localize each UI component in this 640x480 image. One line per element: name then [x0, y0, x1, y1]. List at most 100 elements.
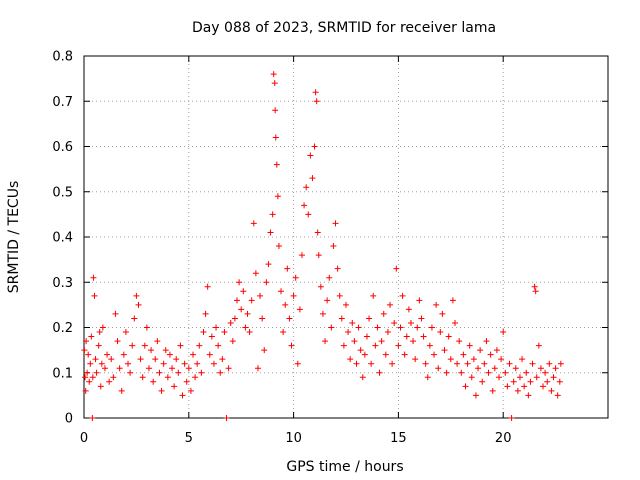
data-point: [496, 374, 503, 381]
data-point: [311, 143, 318, 150]
data-point: [217, 369, 224, 376]
data-point: [433, 301, 440, 308]
data-point: [145, 365, 152, 372]
data-point: [523, 369, 530, 376]
data-point: [527, 378, 534, 385]
data-point: [391, 319, 398, 326]
y-tick-label: 0.5: [52, 185, 73, 200]
data-point: [213, 324, 220, 331]
data-point: [395, 342, 402, 349]
data-point: [458, 369, 465, 376]
data-point: [82, 387, 89, 394]
data-point: [129, 342, 136, 349]
data-point: [275, 243, 282, 250]
data-point: [171, 383, 178, 390]
data-point: [378, 338, 385, 345]
data-point: [200, 329, 207, 336]
data-point: [225, 365, 232, 372]
data-point: [162, 347, 169, 354]
data-point: [525, 392, 532, 399]
data-point: [312, 89, 319, 96]
data-point: [493, 347, 500, 354]
data-point: [135, 301, 142, 308]
data-point: [345, 329, 352, 336]
data-point: [516, 374, 523, 381]
data-point: [361, 351, 368, 358]
data-point: [347, 356, 354, 363]
data-point: [447, 356, 454, 363]
data-point: [221, 329, 228, 336]
data-point: [158, 387, 165, 394]
data-point: [272, 134, 279, 141]
data-point: [154, 338, 161, 345]
data-point: [219, 356, 226, 363]
data-point: [441, 347, 448, 354]
data-point: [366, 315, 373, 322]
data-point: [491, 365, 498, 372]
data-point: [420, 333, 427, 340]
data-point: [533, 374, 540, 381]
data-point: [324, 297, 331, 304]
data-point: [196, 342, 203, 349]
data-point: [487, 351, 494, 358]
data-point: [548, 387, 555, 394]
data-point: [370, 292, 377, 299]
data-point: [382, 351, 389, 358]
data-point: [489, 387, 496, 394]
data-point: [152, 356, 159, 363]
data-point: [389, 360, 396, 367]
y-tick-label: 0.1: [52, 366, 73, 381]
data-point: [92, 356, 99, 363]
data-point: [202, 310, 209, 317]
data-point: [150, 378, 157, 385]
data-point: [286, 315, 293, 322]
data-point: [185, 365, 192, 372]
data-point: [556, 378, 563, 385]
data-point: [96, 329, 103, 336]
data-point: [250, 220, 257, 227]
data-point: [514, 387, 521, 394]
data-point: [535, 342, 542, 349]
data-point: [210, 360, 217, 367]
data-point: [95, 342, 102, 349]
data-point: [397, 324, 404, 331]
y-tick-label: 0.2: [52, 321, 73, 336]
data-point: [449, 297, 456, 304]
data-point: [90, 274, 97, 281]
data-point: [87, 360, 94, 367]
data-point: [99, 324, 106, 331]
data-point: [405, 306, 412, 313]
data-point: [183, 378, 190, 385]
data-point: [131, 315, 138, 322]
data-point: [156, 369, 163, 376]
data-point: [101, 365, 108, 372]
data-point: [271, 80, 278, 87]
data-point: [88, 333, 95, 340]
data-point: [472, 392, 479, 399]
data-point: [254, 365, 261, 372]
data-point: [368, 360, 375, 367]
data-point: [206, 351, 213, 358]
x-axis-ticks: 0 5 10 15 20: [80, 56, 512, 446]
data-point: [435, 365, 442, 372]
data-point: [294, 360, 301, 367]
data-point: [384, 329, 391, 336]
y-axis-title: SRMTID / TECUs: [6, 181, 22, 294]
data-point: [380, 310, 387, 317]
data-point: [303, 184, 310, 191]
data-point: [537, 365, 544, 372]
data-point: [481, 360, 488, 367]
data-point: [86, 378, 93, 385]
data-point: [334, 265, 341, 272]
data-point: [284, 265, 291, 272]
data-point: [540, 383, 547, 390]
x-tick-label: 20: [495, 431, 512, 446]
data-point: [437, 329, 444, 336]
data-point: [173, 356, 180, 363]
data-point: [340, 342, 347, 349]
data-point: [261, 347, 268, 354]
data-point: [353, 360, 360, 367]
data-point: [83, 338, 90, 345]
data-point: [110, 374, 117, 381]
